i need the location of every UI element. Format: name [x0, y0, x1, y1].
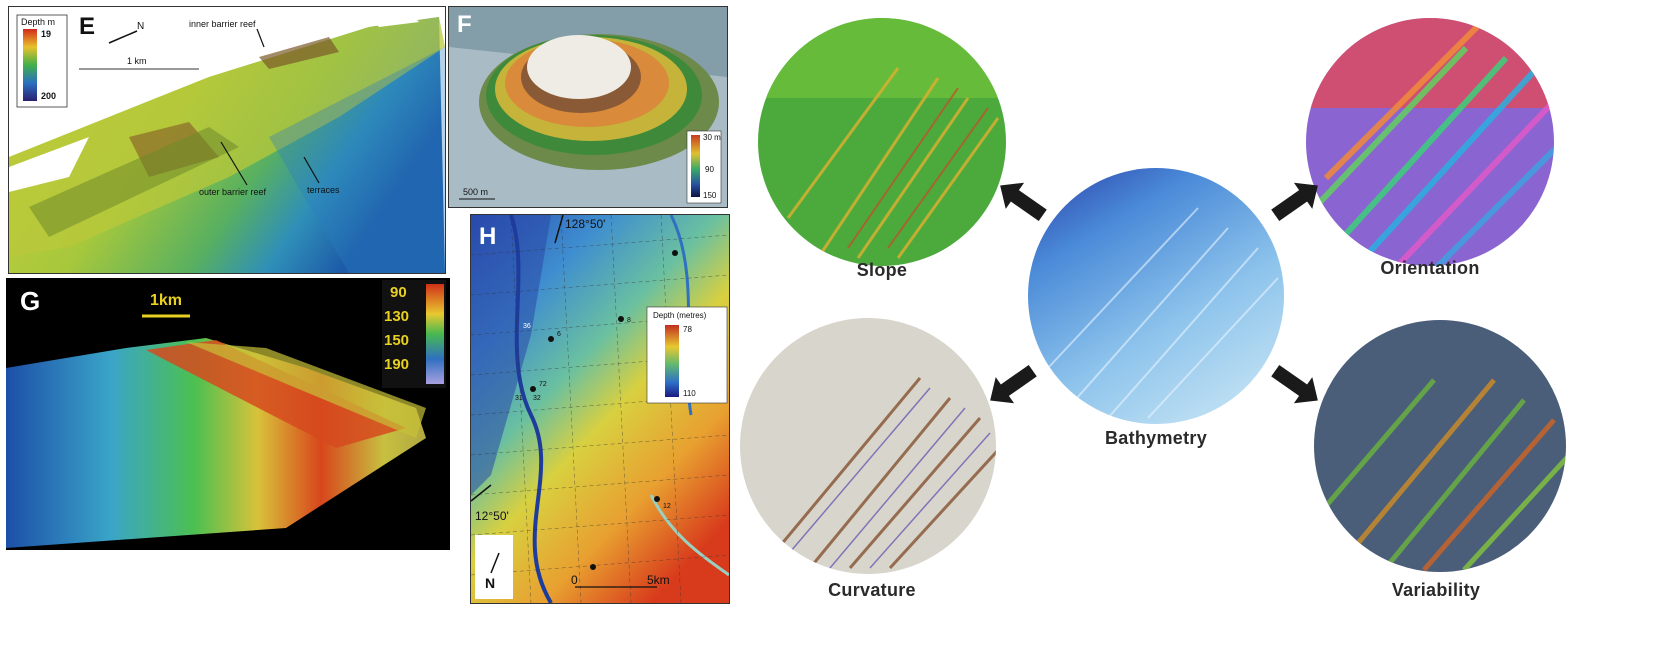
label-terraces: terraces: [307, 185, 340, 195]
station-12: 12: [663, 503, 671, 510]
orientation-texture: [1306, 18, 1554, 266]
bathymetry-circle: [1028, 168, 1284, 424]
arrow-to-variability: [1271, 364, 1309, 398]
panel-f-scale: 500 m: [463, 187, 489, 197]
bathymetry-texture: [1028, 168, 1284, 424]
panel-e-scale: 1 km: [127, 56, 147, 66]
slope-texture: [758, 18, 1006, 266]
curvature-texture: [740, 318, 996, 574]
panel-g-terrain: [6, 280, 446, 548]
panel-e-legend-max: 200: [41, 91, 57, 101]
orientation-circle: [1306, 18, 1554, 266]
panel-f-legend-bottom: 150: [703, 191, 717, 200]
label-slope: Slope: [856, 260, 908, 280]
slope-circle: [758, 18, 1006, 266]
panel-h-north: N: [485, 575, 496, 591]
panel-h-legend-top: 78: [683, 325, 692, 334]
variability-texture: [1314, 320, 1566, 572]
panel-h-terrain: [471, 215, 729, 603]
station-6: 6: [557, 331, 561, 338]
arrow-to-slope: [1009, 188, 1047, 222]
panel-g-letter: G: [20, 286, 41, 316]
panel-f-terrain: [449, 7, 727, 207]
variability-circle: [1314, 320, 1566, 572]
station-8: 8: [627, 317, 631, 324]
panel-f: F 30 m 90 150 500 m: [448, 6, 728, 208]
label-variability: Variability: [1391, 580, 1481, 600]
station-31: 31: [515, 395, 523, 402]
label-orientation: Orientation: [1380, 258, 1480, 278]
panel-g-legend-130: 130: [384, 308, 410, 325]
panel-h-scale-start: 0: [571, 573, 578, 587]
panel-g-legend-150: 150: [384, 332, 410, 349]
panel-h-legend-title: Depth (metres): [653, 311, 707, 320]
label-bathymetry: Bathymetry: [1104, 428, 1208, 448]
panel-h-lon: 128°50': [565, 217, 606, 231]
station-72: 72: [539, 381, 547, 388]
panel-h: H 128°50' 12°50' Depth (metres) 78 110 N…: [470, 214, 730, 604]
station-36: 36: [523, 323, 531, 330]
panel-g-legend-90: 90: [390, 284, 407, 301]
panel-e-terrain: [9, 7, 445, 273]
panel-f-letter: F: [457, 11, 472, 38]
station-32: 32: [533, 395, 541, 402]
panel-e-legend-title: Depth m: [21, 17, 56, 27]
arrow-to-orientation: [1271, 188, 1309, 222]
label-inner-barrier-reef: inner barrier reef: [189, 19, 256, 29]
arrow-to-curvature: [999, 364, 1037, 398]
panel-f-legend-top: 30 m: [703, 133, 721, 142]
curvature-circle: [740, 318, 996, 574]
panel-h-lat: 12°50': [475, 509, 509, 523]
panel-e-letter: E: [79, 13, 96, 40]
panel-h-letter: H: [479, 223, 497, 250]
panel-h-scale-end: 5km: [647, 573, 670, 587]
label-curvature: Curvature: [828, 580, 916, 600]
panel-e-legend-min: 19: [41, 29, 52, 39]
panel-h-legend-bottom: 110: [683, 389, 696, 398]
panel-g-legend-190: 190: [384, 356, 410, 373]
panel-f-legend-mid: 90: [705, 165, 714, 174]
panel-e: E Depth m 19 200 N 1 km inner barrier re…: [8, 6, 446, 274]
panel-g: G 1km 90 130 150 190: [6, 278, 450, 550]
panel-g-scale: 1km: [150, 292, 183, 309]
panel-e-north: N: [137, 21, 145, 32]
label-outer-barrier-reef: outer barrier reef: [199, 187, 267, 197]
